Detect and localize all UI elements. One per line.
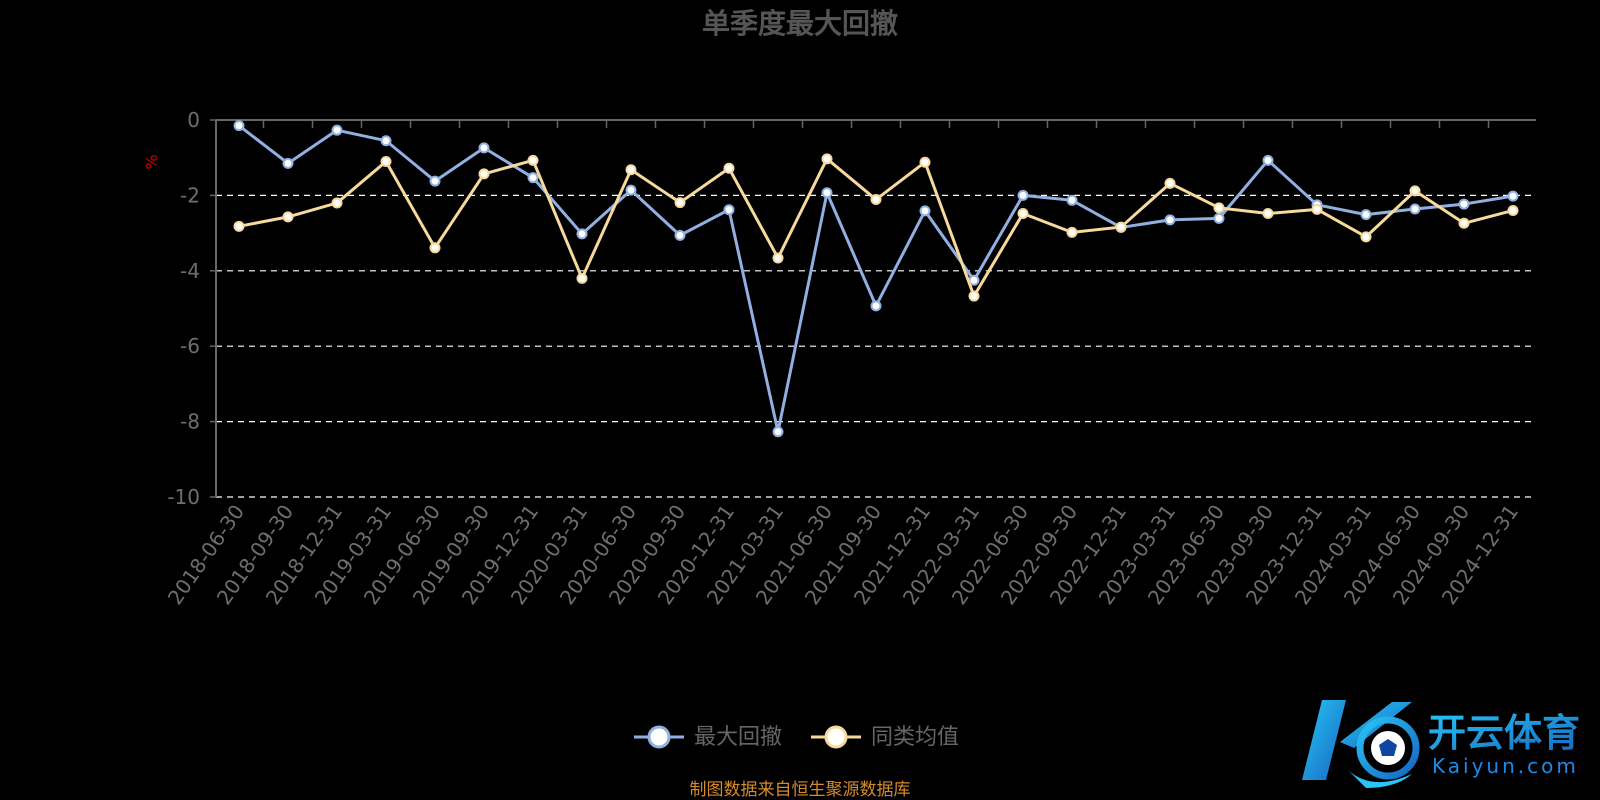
data-point[interactable] xyxy=(821,187,833,199)
data-point[interactable] xyxy=(1164,214,1176,226)
logo-text-cn: 开云体育 xyxy=(1428,711,1580,755)
data-point[interactable] xyxy=(380,135,392,147)
data-point[interactable] xyxy=(1262,207,1274,219)
data-point[interactable] xyxy=(1017,207,1029,219)
legend-item-peer-average[interactable]: 同类均值 xyxy=(811,725,959,750)
data-point[interactable] xyxy=(625,164,637,176)
data-point[interactable] xyxy=(1458,217,1470,229)
y-tick-label: -2 xyxy=(180,183,200,207)
data-point[interactable] xyxy=(527,172,539,184)
y-tick-label: -6 xyxy=(180,334,200,358)
data-point[interactable] xyxy=(870,300,882,312)
data-point[interactable] xyxy=(723,162,735,174)
data-point[interactable] xyxy=(919,205,931,217)
series-layer xyxy=(233,120,1519,438)
legend-marker-peer-average xyxy=(824,725,848,749)
series-max-drawdown xyxy=(233,120,1519,438)
data-point[interactable] xyxy=(1507,190,1519,202)
data-point[interactable] xyxy=(772,252,784,264)
data-point[interactable] xyxy=(1213,212,1225,224)
data-point[interactable] xyxy=(282,157,294,169)
y-ticks: 0 -2 -4 -6 -8 -10 xyxy=(167,108,216,509)
logo-text-en: Kaiyun.com xyxy=(1432,754,1579,778)
data-point[interactable] xyxy=(919,156,931,168)
grid-lines xyxy=(216,194,1536,498)
data-point[interactable] xyxy=(1262,154,1274,166)
data-point[interactable] xyxy=(429,242,441,254)
data-point[interactable] xyxy=(429,175,441,187)
data-point[interactable] xyxy=(968,290,980,302)
data-point[interactable] xyxy=(1213,202,1225,214)
chart-title: 单季度最大回撤 xyxy=(702,7,898,40)
data-point[interactable] xyxy=(674,229,686,241)
data-source-note: 制图数据来自恒生聚源数据库 xyxy=(690,780,911,800)
legend-marker-max-drawdown xyxy=(647,725,671,749)
data-point[interactable] xyxy=(1066,226,1078,238)
data-point[interactable] xyxy=(1311,203,1323,215)
data-point[interactable] xyxy=(233,220,245,232)
data-point[interactable] xyxy=(821,153,833,165)
series-line xyxy=(238,124,1514,434)
legend: 最大回撤 同类均值 xyxy=(634,725,959,750)
x-ticks: 2018-06-302018-09-302018-12-312019-03-31… xyxy=(163,120,1523,609)
data-point[interactable] xyxy=(1115,221,1127,233)
data-point[interactable] xyxy=(625,184,637,196)
data-point[interactable] xyxy=(772,426,784,438)
legend-label-peer-average: 同类均值 xyxy=(871,725,959,750)
data-point[interactable] xyxy=(870,194,882,206)
brand-logo: 开云体育 Kaiyun.com xyxy=(1302,700,1580,788)
data-point[interactable] xyxy=(1017,189,1029,201)
data-point[interactable] xyxy=(1066,194,1078,206)
logo-mark-icon xyxy=(1302,700,1420,788)
series-peer-average xyxy=(233,153,1519,302)
data-point[interactable] xyxy=(478,168,490,180)
legend-label-max-drawdown: 最大回撤 xyxy=(694,725,782,750)
data-point[interactable] xyxy=(1164,177,1176,189)
y-tick-label: -10 xyxy=(167,485,200,509)
y-tick-label: 0 xyxy=(187,108,200,132)
y-tick-label: -4 xyxy=(180,259,200,283)
data-point[interactable] xyxy=(1409,203,1421,215)
data-point[interactable] xyxy=(282,211,294,223)
data-point[interactable] xyxy=(674,197,686,209)
data-point[interactable] xyxy=(233,120,245,132)
data-point[interactable] xyxy=(723,204,735,216)
data-point[interactable] xyxy=(380,155,392,167)
data-point[interactable] xyxy=(576,272,588,284)
data-point[interactable] xyxy=(1507,204,1519,216)
data-point[interactable] xyxy=(1409,185,1421,197)
legend-item-max-drawdown[interactable]: 最大回撤 xyxy=(634,725,782,750)
axes xyxy=(215,119,1536,497)
data-point[interactable] xyxy=(1360,209,1372,221)
data-point[interactable] xyxy=(527,154,539,166)
data-point[interactable] xyxy=(331,124,343,136)
data-point[interactable] xyxy=(1458,198,1470,210)
y-axis-label: % xyxy=(142,154,161,169)
data-point[interactable] xyxy=(576,228,588,240)
data-point[interactable] xyxy=(331,197,343,209)
data-point[interactable] xyxy=(478,142,490,154)
data-point[interactable] xyxy=(1360,231,1372,243)
y-tick-label: -8 xyxy=(180,410,200,434)
